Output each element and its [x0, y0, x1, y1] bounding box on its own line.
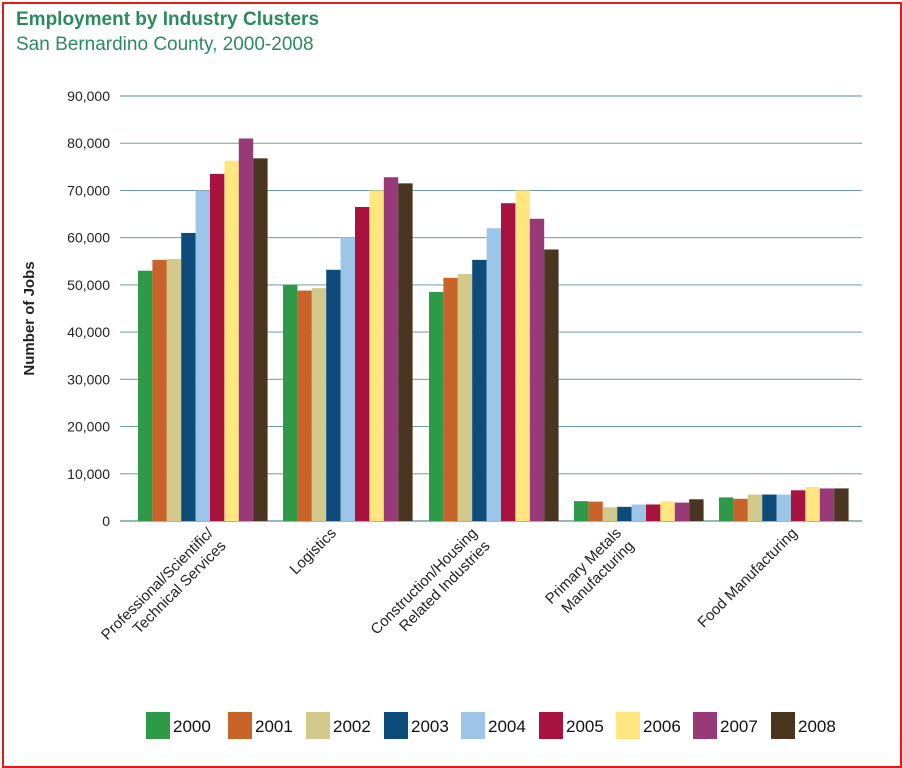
- bar-groups: [138, 138, 849, 522]
- bar: [181, 232, 196, 521]
- legend-label: 2001: [255, 717, 293, 736]
- bar: [326, 269, 341, 521]
- bar: [443, 277, 458, 521]
- category-label: Construction/HousingRelated Industries: [367, 525, 493, 651]
- bar: [805, 487, 820, 521]
- bar: [253, 158, 268, 522]
- bar: [819, 488, 835, 521]
- y-tick-label: 50,000: [67, 277, 110, 293]
- bar: [398, 183, 413, 521]
- bar: [297, 290, 312, 521]
- y-tick-label: 70,000: [67, 182, 110, 198]
- y-tick-label: 40,000: [67, 324, 110, 340]
- bar: [152, 259, 167, 521]
- y-axis-label: Number of Jobs: [21, 261, 38, 375]
- category-label-line: Professional/Scientific/: [98, 524, 217, 643]
- y-tick-label: 0: [102, 513, 110, 529]
- legend-swatch: [306, 712, 330, 739]
- category-label-line: Food Manufacturing: [694, 525, 800, 631]
- y-tick-label: 20,000: [67, 419, 110, 435]
- bar: [689, 499, 704, 521]
- legend-swatch: [461, 712, 485, 739]
- chart-title: Employment by Industry Clusters: [16, 9, 320, 30]
- category-label-line: Construction/Housing: [367, 525, 480, 638]
- legend-swatch: [693, 712, 717, 739]
- legend-swatch: [539, 712, 563, 739]
- y-tick-label: 90,000: [67, 88, 110, 104]
- bar: [166, 258, 182, 521]
- bar: [210, 173, 225, 521]
- legend-label: 2003: [411, 717, 449, 736]
- category-label: Food Manufacturing: [694, 525, 800, 631]
- bar: [747, 494, 763, 521]
- bar: [529, 218, 545, 521]
- legend-swatch: [616, 712, 640, 739]
- bar: [486, 228, 501, 521]
- bar: [834, 488, 849, 521]
- y-tick-label: 80,000: [67, 135, 110, 151]
- bar: [501, 203, 516, 521]
- bar: [646, 504, 661, 521]
- legend-swatch: [146, 712, 170, 739]
- legend-label: 2000: [173, 717, 211, 736]
- y-tick-label: 30,000: [67, 371, 110, 387]
- legend-label: 2006: [643, 717, 681, 736]
- bar: [776, 494, 791, 521]
- bar: [544, 249, 559, 521]
- bar: [283, 284, 298, 521]
- bar: [631, 504, 646, 521]
- bar: [762, 494, 777, 521]
- legend-label: 2004: [488, 717, 526, 736]
- bar: [602, 507, 618, 521]
- y-tick-label: 60,000: [67, 230, 110, 246]
- bar: [617, 506, 632, 521]
- category-label: Logistics: [287, 525, 340, 578]
- legend-label: 2007: [720, 717, 758, 736]
- bar: [311, 288, 327, 521]
- bar: [674, 502, 690, 521]
- chart-subtitle: San Bernardino County, 2000-2008: [16, 34, 314, 55]
- legend-swatch: [228, 712, 252, 739]
- bar: [719, 497, 734, 521]
- bar: [733, 498, 748, 521]
- bar: [588, 501, 603, 521]
- legend-label: 2005: [566, 717, 604, 736]
- y-tick-label: 10,000: [67, 466, 110, 482]
- legend-label: 2002: [333, 717, 371, 736]
- bar: [383, 177, 399, 521]
- bar: [224, 160, 239, 521]
- category-label: Primary MetalsManufacturing: [542, 525, 637, 620]
- bar: [457, 274, 473, 521]
- bar: [791, 490, 806, 521]
- bar: [660, 501, 675, 521]
- bar: [355, 206, 370, 521]
- bar: [238, 138, 254, 521]
- bar: [472, 259, 487, 521]
- category-label: Professional/Scientific/Technical Servic…: [98, 524, 230, 656]
- bar: [429, 291, 444, 521]
- bar: [138, 270, 153, 521]
- bar: [574, 501, 589, 521]
- legend-swatch: [771, 712, 795, 739]
- legend-swatch: [384, 712, 408, 739]
- bar: [340, 237, 355, 521]
- legend-label: 2008: [798, 717, 836, 736]
- bar: [515, 190, 530, 521]
- category-label-line: Logistics: [287, 525, 340, 578]
- bar: [195, 190, 210, 521]
- bar: [369, 190, 384, 521]
